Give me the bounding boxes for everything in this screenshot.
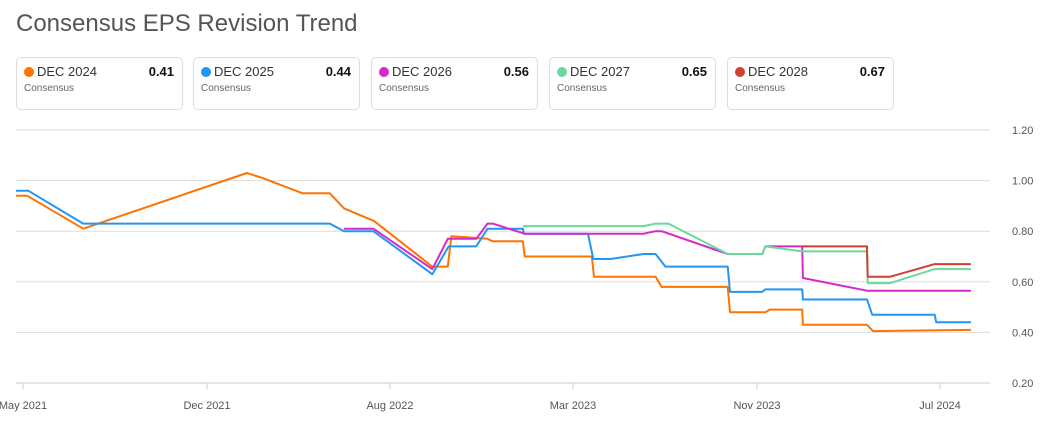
card-series-name: DEC 2024: [37, 64, 97, 79]
y-tick-label: 0.40: [1012, 327, 1033, 339]
legend-card-dec-2025[interactable]: DEC 2025 0.44 Consensus: [193, 57, 360, 110]
card-subtitle: Consensus: [24, 83, 75, 94]
card-series-name: DEC 2027: [570, 64, 630, 79]
y-tick-label: 0.80: [1012, 226, 1033, 238]
series-line-dec-2027[interactable]: [522, 222, 971, 285]
y-tick-label: 0.20: [1012, 378, 1033, 390]
x-tick-label: Jul 2024: [919, 400, 961, 412]
x-tick-label: Aug 2022: [366, 400, 413, 412]
series-dot-icon: [557, 67, 567, 77]
series-line-dec-2024[interactable]: [16, 172, 971, 333]
card-value: 0.41: [148, 64, 174, 79]
card-series-name: DEC 2026: [392, 64, 452, 79]
card-series-name: DEC 2028: [748, 64, 808, 79]
series-line-dec-2028[interactable]: [802, 245, 971, 278]
card-value: 0.67: [859, 64, 885, 79]
series-dot-icon: [379, 67, 389, 77]
chart-title: Consensus EPS Revision Trend: [16, 10, 358, 37]
series-dot-icon: [735, 67, 745, 77]
card-subtitle: Consensus: [735, 83, 786, 94]
card-series-name: DEC 2025: [214, 64, 274, 79]
x-tick-label: May 2021: [0, 400, 47, 412]
card-value: 0.65: [681, 64, 707, 79]
x-tick-label: Mar 2023: [550, 400, 596, 412]
card-value: 0.56: [503, 64, 529, 79]
x-tick-label: Dec 2021: [183, 400, 230, 412]
card-subtitle: Consensus: [557, 83, 608, 94]
y-tick-label: 1.00: [1012, 176, 1033, 188]
y-tick-label: 1.20: [1012, 125, 1033, 137]
y-tick-label: 0.60: [1012, 277, 1033, 289]
card-subtitle: Consensus: [201, 83, 252, 94]
legend-card-dec-2024[interactable]: DEC 2024 0.41 Consensus: [16, 57, 183, 110]
x-tick-label: Nov 2023: [733, 400, 780, 412]
series-dot-icon: [201, 67, 211, 77]
legend-card-dec-2027[interactable]: DEC 2027 0.65 Consensus: [549, 57, 716, 110]
legend-card-dec-2026[interactable]: DEC 2026 0.56 Consensus: [371, 57, 538, 110]
legend-card-dec-2028[interactable]: DEC 2028 0.67 Consensus: [727, 57, 894, 110]
series-line-dec-2025[interactable]: [16, 189, 971, 324]
card-value: 0.44: [325, 64, 351, 79]
series-dot-icon: [24, 67, 34, 77]
card-subtitle: Consensus: [379, 83, 430, 94]
